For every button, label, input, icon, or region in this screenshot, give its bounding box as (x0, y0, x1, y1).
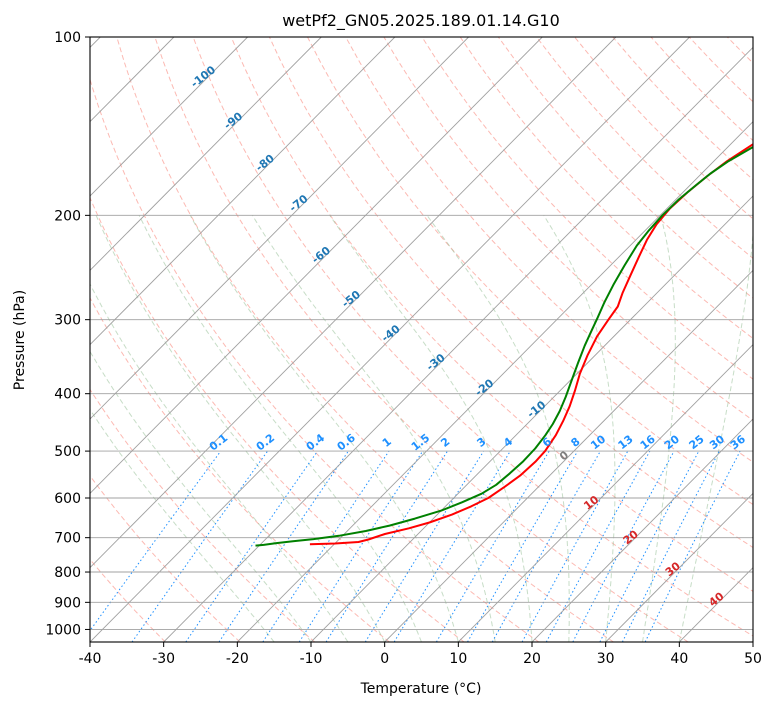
y-tick-label: 500 (54, 444, 81, 460)
isotherm-line (90, 37, 248, 197)
isotherm-line (90, 37, 469, 420)
dry-adiabat-line (230, 37, 753, 592)
temperature-profile (309, 143, 753, 546)
isotherm-line (457, 344, 753, 642)
x-tick-label: -20 (226, 651, 249, 667)
isotherm-line (236, 121, 753, 642)
x-tick-label: 10 (449, 651, 467, 667)
x-tick-label: 50 (744, 651, 762, 667)
y-tick-label: 900 (54, 595, 81, 611)
x-tick-label: 30 (597, 651, 615, 667)
moist-adiabat-line (678, 229, 753, 642)
x-tick-label: -10 (300, 651, 323, 667)
moist-adiabat-line (543, 215, 616, 642)
y-tick-label: 200 (54, 208, 81, 224)
x-tick-label: -30 (152, 651, 175, 667)
isotherm-line (605, 492, 753, 642)
mixing-ratio-line (325, 450, 448, 642)
y-tick-label: 700 (54, 531, 81, 547)
mixing-ratio-line (90, 450, 222, 632)
y-tick-label: 1000 (45, 622, 81, 638)
x-tick-label: 40 (670, 651, 688, 667)
plot-frame (89, 36, 754, 643)
y-tick-label: 100 (54, 30, 81, 46)
mixing-ratio-line (572, 450, 675, 642)
dewpoint-profile (255, 145, 753, 547)
dry-adiabat-line (90, 388, 316, 642)
isotherm-line (90, 37, 543, 495)
dry-adiabat-line (459, 37, 753, 340)
isotherm-line (90, 37, 690, 642)
y-tick-label: 600 (54, 491, 81, 507)
isotherm-line (384, 269, 753, 642)
dry-adiabat-line (90, 558, 166, 642)
y-tick-label: 400 (54, 387, 81, 403)
sounding-profiles (255, 143, 753, 547)
mixing-ratio-line (621, 450, 720, 642)
moist-adiabat-line (251, 215, 496, 642)
isotherm-line (90, 37, 617, 569)
dry-adiabat-line (90, 196, 465, 642)
axes: -40 -30 -20 -10 0 10 20 30 40 50 100 200 300 400 500 60… (45, 30, 762, 667)
isotherm-line (310, 195, 753, 642)
mixing-ratio-line (262, 450, 390, 642)
y-tick-label: 800 (54, 565, 81, 581)
moist-adiabat-line (426, 215, 570, 642)
isotherm-line (531, 418, 753, 642)
x-tick-label: -40 (79, 651, 102, 667)
mixing-ratio-line (185, 450, 319, 642)
dry-adiabat-line (345, 37, 753, 463)
mixing-ratio-line (364, 450, 485, 642)
mixing-ratio-line (644, 450, 741, 642)
moist-adiabat-line (90, 350, 312, 642)
mixing-ratio-line (393, 450, 511, 642)
mixing-ratio-line (218, 450, 349, 642)
chart-title: wetPf2_GN05.2025.189.01.14.G10 (282, 11, 560, 31)
mixing-ratio-line (545, 450, 651, 642)
x-tick-label: 0 (380, 651, 389, 667)
isotherm-line (90, 37, 396, 346)
moist-adiabat-line (189, 215, 459, 642)
x-tick-label: 20 (523, 651, 541, 667)
background-lines (90, 37, 753, 642)
dry-adiabat-line (90, 296, 390, 642)
moist-adiabat-line (138, 215, 422, 642)
dry-adiabat-line (90, 474, 241, 642)
dry-adiabat-line (154, 37, 689, 642)
y-axis-title: Pressure (hPa) (12, 290, 28, 390)
mixing-ratio-line (521, 450, 629, 642)
plot-area (90, 37, 753, 642)
moist-adiabat-line (642, 215, 676, 642)
moist-adiabat-line (95, 215, 386, 642)
dry-adiabat-line (90, 77, 540, 642)
isotherm-line (163, 46, 753, 642)
mixing-ratio-line (298, 450, 424, 642)
isotherm-line (90, 37, 322, 272)
dry-adiabat-line (383, 37, 753, 421)
y-tick-label: 300 (54, 313, 81, 329)
x-axis-title: Temperature (°C) (360, 681, 482, 697)
dry-adiabat-line (116, 37, 614, 642)
